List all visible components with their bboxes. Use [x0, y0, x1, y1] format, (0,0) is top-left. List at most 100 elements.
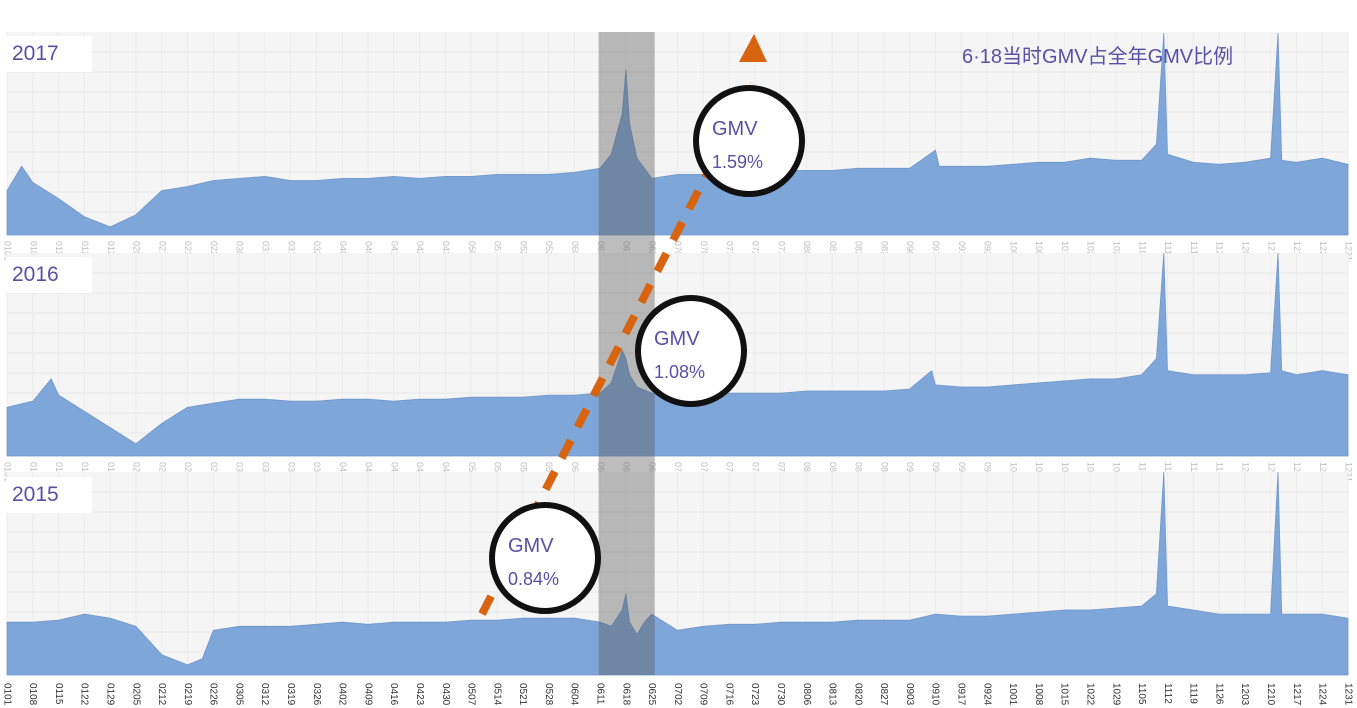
- x-tick-label: 0416: [389, 241, 399, 261]
- x-tick-label: 0625: [647, 241, 657, 261]
- x-tick-label: 1029: [1110, 683, 1121, 706]
- gmv-callout-circle-2016: [635, 295, 747, 407]
- x-tick-label: 0723: [749, 683, 760, 706]
- x-tick-label: 0108: [28, 241, 38, 261]
- x-tick-label: 0226: [209, 241, 219, 261]
- x-tick-label: 0219: [183, 241, 193, 261]
- x-tick-label: 1126: [1213, 683, 1224, 705]
- x-tick-label: 1008: [1034, 241, 1044, 261]
- x-tick-label: 0910: [931, 241, 941, 261]
- x-tick-label: 0820: [854, 241, 864, 261]
- x-tick-label: 0101: [3, 241, 13, 261]
- x-tick-label: 0827: [879, 241, 889, 261]
- series-area-2015: [6, 471, 1349, 676]
- x-tick-label: 1203: [1240, 241, 1250, 261]
- x-tick-label: 0723: [750, 241, 760, 261]
- x-tick-label: 0924: [981, 683, 992, 706]
- x-tick-label: 0730: [775, 683, 786, 706]
- x-tick-label: 0115: [54, 462, 64, 481]
- year-label-2016: 2016: [6, 257, 92, 293]
- x-tick-label: 0806: [802, 241, 812, 261]
- x-tick-label: 0115: [53, 683, 64, 705]
- x-tick-label: 1022: [1084, 683, 1095, 706]
- gmv-callout-label: GMV: [508, 535, 554, 557]
- x-tick-label: 0101: [1, 683, 12, 706]
- x-tick-label: 0312: [259, 683, 270, 706]
- x-tick-label: 1217: [1291, 683, 1302, 706]
- x-tick-label: 0611: [596, 241, 606, 260]
- series-area-2017: [6, 32, 1349, 236]
- x-tick-label: 0618: [622, 241, 632, 261]
- x-tick-label: 0402: [338, 241, 348, 261]
- x-tick-label: 0813: [827, 683, 838, 706]
- x-tick-label: 1217: [1292, 241, 1302, 261]
- x-tick-label: 0924: [983, 241, 993, 261]
- gmv-callout-circle-2015: [489, 502, 601, 614]
- x-tick-label: 1126: [1215, 241, 1225, 260]
- x-tick-label: 0507: [467, 241, 477, 261]
- x-tick-label: 1119: [1188, 683, 1199, 704]
- x-tick-label: 0219: [182, 683, 193, 706]
- x-tick-label: 0730: [776, 241, 786, 261]
- x-tick-label: 0226: [208, 683, 219, 706]
- x-tick-label: 1231: [1342, 683, 1353, 706]
- gmv-callout-label: GMV: [654, 328, 700, 350]
- x-tick-label: 0129: [105, 683, 116, 706]
- x-tick-label: 0827: [878, 683, 889, 706]
- x-tick-label: 0423: [415, 241, 425, 261]
- x-tick-label: 1015: [1060, 241, 1070, 261]
- x-tick-label: 0305: [233, 683, 244, 706]
- x-tick-label: 0903: [904, 683, 915, 706]
- x-tick-label: 1001: [1007, 683, 1018, 706]
- x-tick-label: 1112: [1162, 683, 1173, 704]
- x-tick-label: 0611: [594, 683, 605, 705]
- x-tick-label: 0709: [699, 241, 709, 261]
- x-tick-label: 0917: [956, 683, 967, 706]
- trend-arrow-head: [739, 34, 767, 62]
- x-tick-label: 0115: [54, 241, 64, 260]
- gmv-callout-label: GMV: [712, 118, 758, 140]
- x-tick-label: 0917: [957, 241, 967, 261]
- x-tick-label: 1231: [1344, 241, 1354, 261]
- x-tick-label: 0604: [569, 683, 580, 706]
- gmv-callout-value: 0.84%: [508, 569, 559, 589]
- x-tick-label: 0212: [156, 683, 167, 706]
- x-tick-label: 0716: [725, 241, 735, 261]
- x-tick-label: 0618: [620, 683, 631, 706]
- x-tick-label: 0416: [388, 683, 399, 706]
- x-tick-label: 0820: [852, 683, 863, 706]
- x-tick-label: 0409: [364, 241, 374, 261]
- x-tick-label: 0813: [828, 241, 838, 261]
- x-tick-label: 0122: [79, 683, 90, 706]
- gmv-callout-circle-2017: [693, 85, 805, 197]
- x-tick-label: 0528: [543, 683, 554, 706]
- x-tick-label: 1210: [1265, 683, 1276, 706]
- x-tick-label: 0625: [646, 683, 657, 706]
- x-tick-label: 1224: [1318, 241, 1328, 261]
- chart-title: 6·18当时GMV占全年GMV比例: [962, 46, 1234, 68]
- x-tick-label: 0709: [698, 683, 709, 706]
- x-tick-label: 0806: [801, 683, 812, 706]
- year-label-2017: 2017: [6, 36, 92, 72]
- x-tick-label: 0430: [441, 241, 451, 261]
- gmv-callout-value: 1.08%: [654, 362, 705, 382]
- x-tick-label: 0108: [27, 683, 38, 706]
- x-tick-label: 1001: [1008, 241, 1018, 261]
- x-tick-label: 0212: [157, 241, 167, 261]
- x-tick-label: 0402: [337, 683, 348, 706]
- x-tick-label: 0423: [414, 683, 425, 706]
- x-tick-label: 0716: [723, 683, 734, 706]
- x-tick-label: 0702: [673, 241, 683, 261]
- x-tick-label: 0514: [491, 683, 502, 706]
- x-tick-label: 1105: [1136, 683, 1147, 705]
- x-tick-label: 1112: [1163, 462, 1173, 481]
- x-tick-label: 1105: [1137, 462, 1147, 481]
- x-tick-label: 0409: [362, 683, 373, 706]
- x-tick-label: 0528: [544, 241, 554, 261]
- x-tick-label: 0326: [311, 683, 322, 706]
- x-tick-label: 0430: [440, 683, 451, 706]
- x-tick-label: 1224: [1317, 683, 1328, 706]
- x-tick-label: 0129: [106, 241, 116, 261]
